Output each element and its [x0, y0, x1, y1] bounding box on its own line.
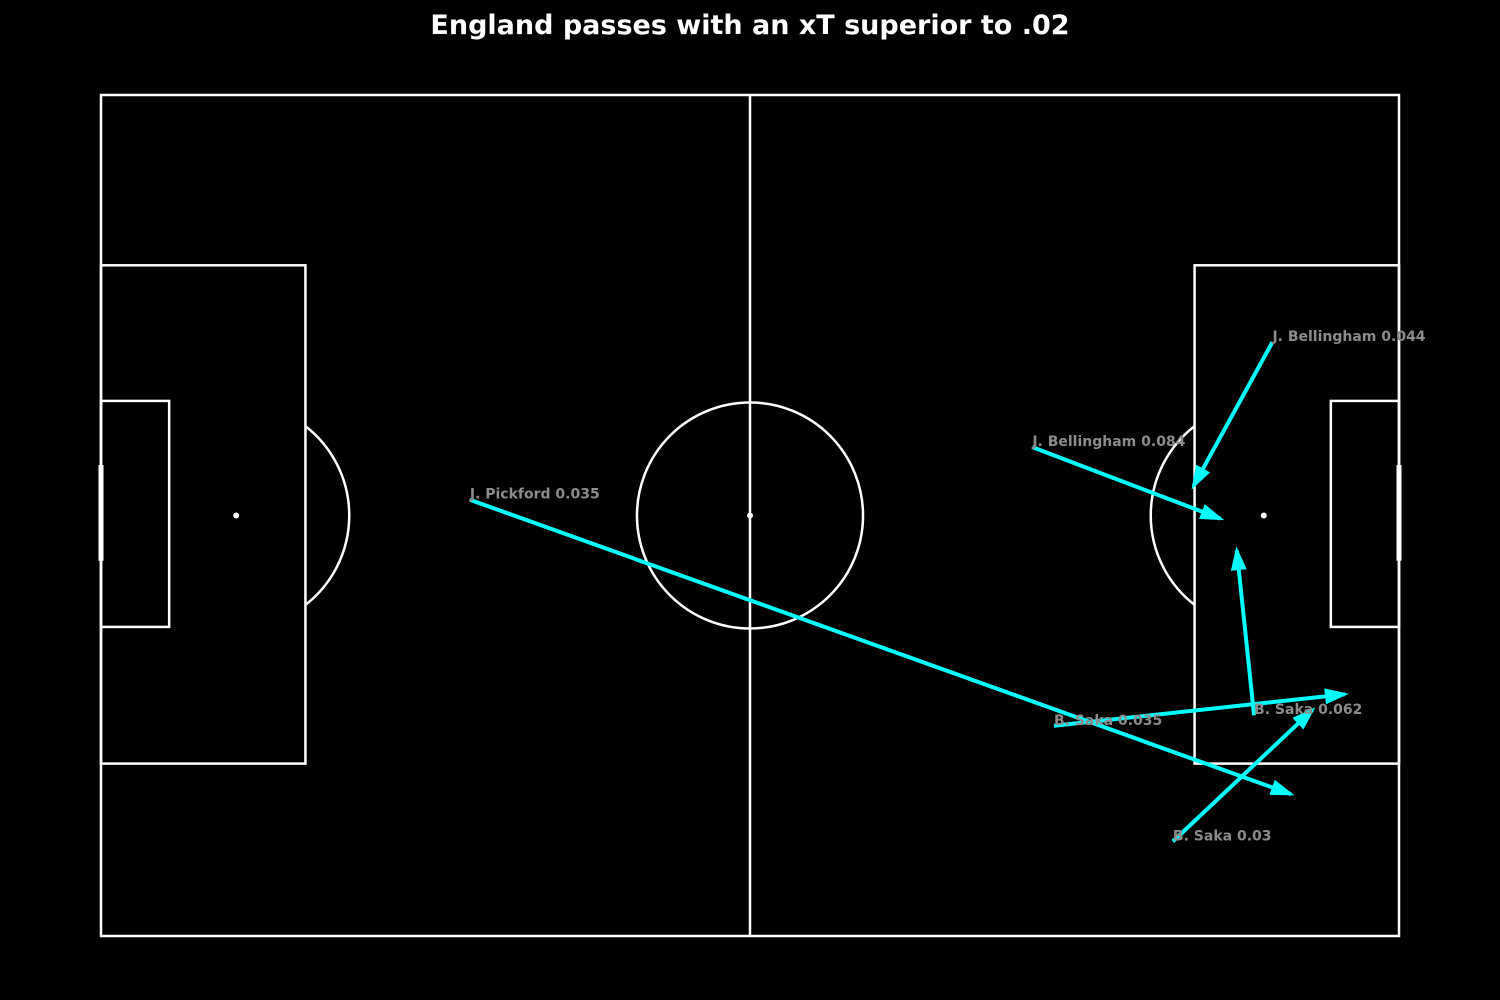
pass-arrow — [1230, 546, 1257, 716]
right-penalty-spot — [1260, 512, 1267, 519]
pass-arrow — [1171, 707, 1316, 843]
pass-label: J. Pickford 0.035 — [469, 487, 600, 503]
pass-label: B. Saka 0.062 — [1254, 702, 1362, 718]
left-six-yard-box — [99, 399, 171, 629]
center-spot — [747, 512, 753, 519]
chart-title: England passes with an xT superior to .0… — [430, 10, 1070, 41]
center-circle — [635, 401, 865, 630]
pass-arrow — [469, 497, 1295, 796]
pass-arrow — [1031, 445, 1225, 521]
pass-label: J. Bellingham 0.084 — [1031, 434, 1185, 450]
pitch-lines — [98, 93, 1402, 938]
pass-labels: J. Pickford 0.035 J. Bellingham 0.084 J. B… — [469, 329, 1426, 844]
pass-arrows — [469, 341, 1349, 843]
left-penalty-arc — [304, 425, 351, 606]
right-penalty-arc — [1149, 425, 1196, 606]
pass-arrow — [1191, 341, 1275, 490]
pass-arrow — [1053, 688, 1349, 728]
pass-label: B. Saka 0.03 — [1173, 828, 1272, 844]
left-penalty-spot — [233, 512, 240, 519]
pass-label: J. Bellingham 0.044 — [1271, 329, 1425, 345]
pass-label: B. Saka 0.035 — [1054, 713, 1162, 729]
right-six-yard-box — [1329, 399, 1401, 629]
left-penalty-area — [99, 264, 307, 765]
